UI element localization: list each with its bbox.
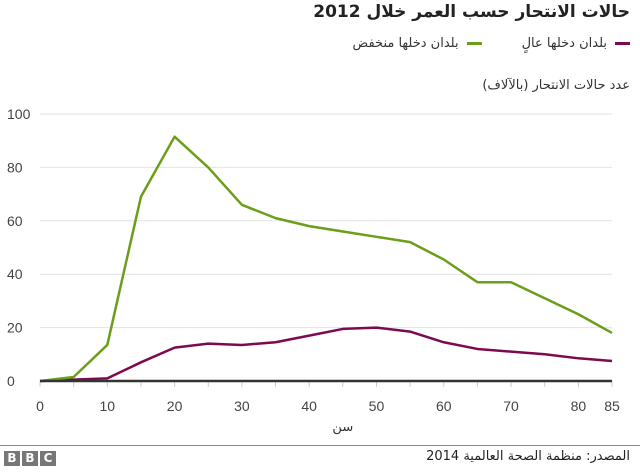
legend-swatch [466, 42, 482, 45]
y-tick-label: 20 [7, 320, 23, 336]
source-text: المصدر: منظمة الصحة العالمية 2014 [426, 449, 630, 464]
x-tick-label: 60 [436, 398, 452, 414]
x-tick-label: 10 [100, 398, 116, 414]
x-tick-label: 85 [604, 398, 620, 414]
x-axis-label: سن [332, 420, 353, 435]
legend-swatch [615, 42, 630, 45]
chart-title: حالات الانتحار حسب العمر خلال 2012 [313, 2, 630, 22]
line-chart: 0 20 40 60 80 100 0 10 20 30 40 50 60 70 80 85 سن [7, 106, 620, 435]
y-axis-label: عدد حالات الانتحار (بالآلاف) [482, 78, 630, 93]
x-tick-label: 50 [369, 398, 385, 414]
x-tick-label: 80 [571, 398, 587, 414]
x-tick-label: 40 [301, 398, 317, 414]
x-tick-label: 20 [167, 398, 183, 414]
y-tick-label: 40 [7, 266, 23, 282]
y-tick-label: 0 [7, 373, 15, 389]
series-line-1 [39, 135, 613, 383]
y-tick-label: 80 [7, 159, 23, 175]
legend-label: بلدان دخلها عالٍ [521, 36, 607, 51]
series-line-0 [39, 326, 613, 383]
y-tick-label: 100 [7, 106, 31, 122]
legend-label: بلدان دخلها منخفض [352, 36, 459, 51]
y-tick-label: 60 [7, 213, 23, 229]
x-tick-label: 30 [234, 398, 250, 414]
footer-divider [0, 445, 640, 446]
legend-item-high-income: بلدان دخلها عالٍ [522, 36, 630, 51]
x-tick-label: 0 [36, 398, 44, 414]
x-tick-label: 70 [503, 398, 519, 414]
legend-item-low-income: بلدان دخلها منخفض [353, 36, 482, 51]
legend: بلدان دخلها عالٍ بلدان دخلها منخفض [353, 36, 630, 51]
